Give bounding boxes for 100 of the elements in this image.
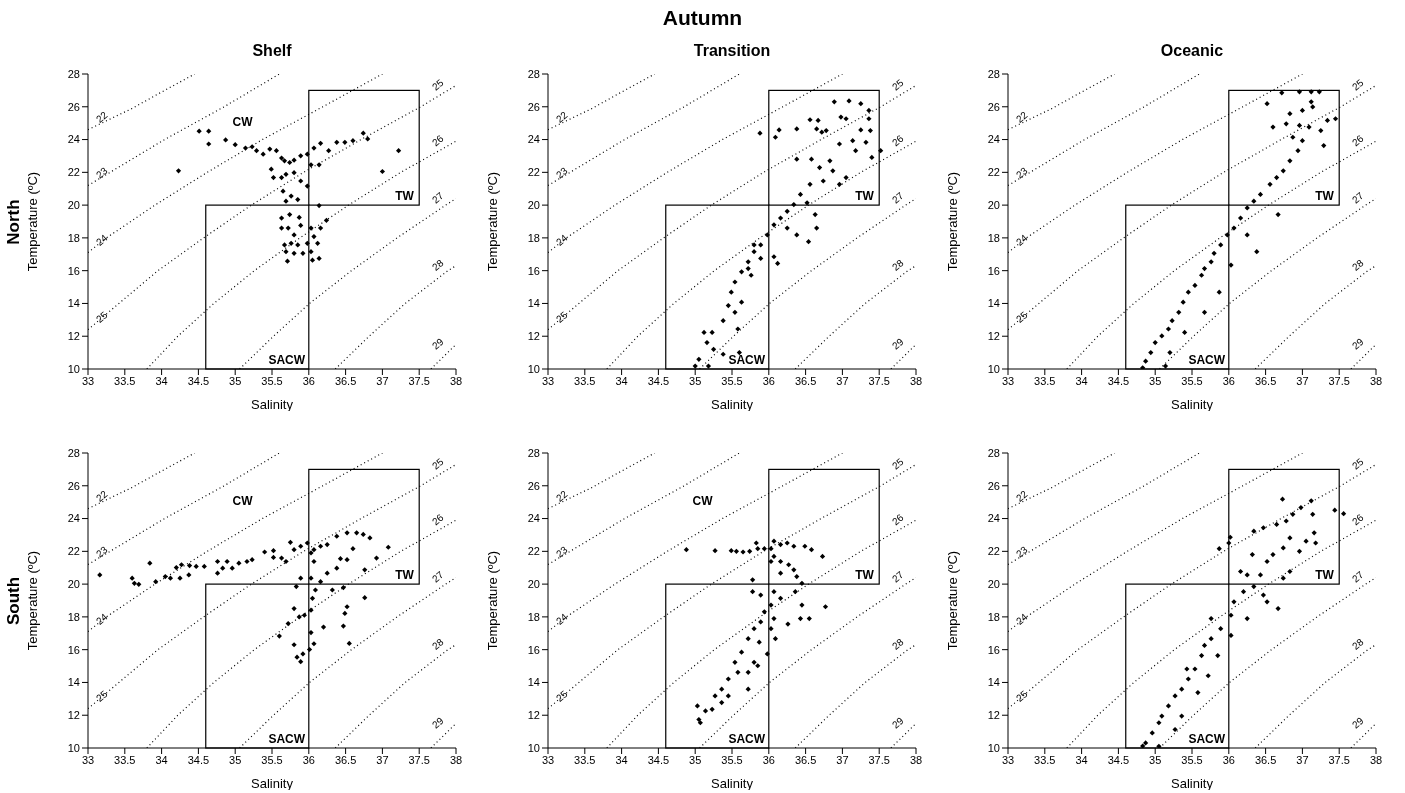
y-tick-label: 18 <box>527 610 540 623</box>
text: 23 <box>93 164 110 181</box>
point <box>1264 558 1270 565</box>
text: 27 <box>889 189 906 206</box>
line-series <box>1008 74 1116 131</box>
point <box>1198 652 1205 659</box>
text: 22 <box>1013 487 1030 504</box>
x-tick-label: 38 <box>449 753 463 766</box>
text: 22 <box>93 108 110 125</box>
annotation: SACW <box>1188 352 1226 367</box>
line-series <box>548 74 740 187</box>
point <box>1290 511 1296 517</box>
point <box>1299 138 1305 144</box>
point <box>1143 358 1149 364</box>
text: 24 <box>93 231 110 248</box>
y-tick-label: 28 <box>67 446 80 459</box>
text: 24 <box>553 610 570 627</box>
point <box>1254 249 1260 255</box>
point <box>1201 642 1208 649</box>
text: 29 <box>1349 335 1366 352</box>
point <box>1260 525 1266 531</box>
text: 28 <box>889 257 906 273</box>
y-tick-label: 20 <box>987 199 1000 212</box>
y-tick-label: 14 <box>67 676 80 689</box>
y-tick-label: 14 <box>67 297 80 310</box>
y-tick-label: 10 <box>67 741 80 754</box>
y-tick-label: 26 <box>67 100 80 113</box>
x-axis-title: Salinity <box>1171 397 1214 412</box>
y-axis-title: Temperature (ºC) <box>944 171 960 272</box>
annotation: CW <box>232 494 254 509</box>
point <box>1280 575 1286 581</box>
x-tick-label: 37.5 <box>868 374 890 387</box>
y-tick-label: 22 <box>527 545 540 558</box>
x-tick-label: 36 <box>762 374 775 387</box>
y-tick-label: 16 <box>67 643 80 656</box>
y-tick-label: 10 <box>527 362 540 375</box>
x-tick-label: 33.5 <box>574 374 596 387</box>
y-tick-label: 18 <box>987 231 1000 244</box>
y-tick-label: 28 <box>987 446 1000 459</box>
point <box>1332 507 1338 513</box>
text: 29 <box>889 714 906 731</box>
annotation: TW <box>855 568 875 583</box>
annotation: SACW <box>268 731 306 746</box>
point <box>1260 592 1266 598</box>
x-tick-label: 34 <box>155 753 168 766</box>
text: 27 <box>429 189 446 206</box>
y-tick-label: 20 <box>527 578 540 591</box>
x-tick-label: 38 <box>909 753 923 766</box>
point <box>1198 272 1205 278</box>
y-tick-label: 18 <box>527 231 540 244</box>
point <box>1185 289 1191 295</box>
text: 25 <box>889 456 906 472</box>
y-tick-label: 22 <box>987 545 1000 558</box>
y-tick-label: 24 <box>67 133 80 146</box>
x-tick-label: 35 <box>689 753 702 766</box>
y-tick-label: 22 <box>67 545 80 558</box>
line-series <box>1008 453 1200 566</box>
line-series <box>88 74 196 131</box>
text: 23 <box>553 164 570 181</box>
text: 22 <box>93 487 110 504</box>
y-tick-label: 12 <box>987 709 1000 722</box>
x-tick-label: 34.5 <box>1107 753 1130 766</box>
y-tick-label: 16 <box>527 643 540 656</box>
text: 25 <box>1349 77 1366 93</box>
y-tick-label: 28 <box>527 446 540 459</box>
y-tick-label: 14 <box>527 297 540 310</box>
point <box>1275 212 1281 218</box>
y-tick-label: 28 <box>67 67 80 80</box>
x-tick-label: 36 <box>1222 753 1235 766</box>
annotation: SACW <box>728 731 766 746</box>
line-series <box>88 74 280 187</box>
x-tick-label: 34 <box>155 374 168 387</box>
y-tick-label: 14 <box>987 676 1000 689</box>
point <box>1162 363 1169 369</box>
point <box>1218 626 1224 632</box>
y-tick-label: 14 <box>527 676 540 689</box>
x-tick-label: 37 <box>836 753 849 766</box>
text: 24 <box>93 610 110 627</box>
x-axis-title: Salinity <box>251 397 294 412</box>
point <box>1280 168 1286 174</box>
point <box>1215 652 1221 659</box>
x-tick-label: 34.5 <box>647 753 670 766</box>
y-axis-title: Temperature (ºC) <box>484 171 500 272</box>
point <box>1228 632 1234 639</box>
x-tick-label: 38 <box>449 374 463 387</box>
chart-title: Shelf <box>251 42 293 60</box>
x-tick-label: 34.5 <box>187 374 210 387</box>
y-tick-label: 22 <box>527 166 540 179</box>
x-tick-label: 37.5 <box>1328 753 1350 766</box>
line-series <box>1008 453 1116 510</box>
x-axis-title: Salinity <box>251 776 294 791</box>
x-tick-label: 33.5 <box>114 753 136 766</box>
text: 29 <box>429 714 446 731</box>
point <box>1237 568 1244 575</box>
text: 25 <box>1013 687 1030 704</box>
x-tick-label: 35 <box>229 374 242 387</box>
x-tick-label: 36.5 <box>334 374 357 387</box>
annotation: TW <box>395 568 415 583</box>
text: 25 <box>889 77 906 93</box>
text: 28 <box>1349 257 1366 273</box>
